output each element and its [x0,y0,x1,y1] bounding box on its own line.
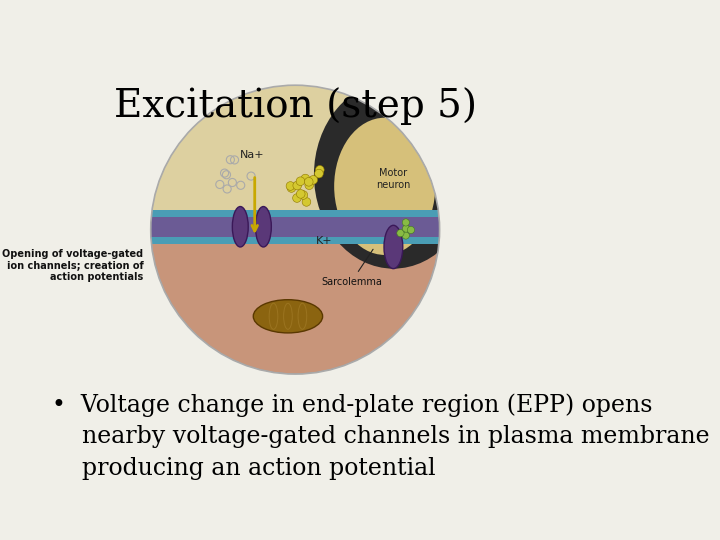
Circle shape [286,181,294,190]
Circle shape [296,177,305,186]
Ellipse shape [384,225,402,268]
Circle shape [299,191,307,199]
Text: Na+: Na+ [240,150,264,159]
Ellipse shape [314,81,473,268]
Circle shape [402,232,410,239]
Text: Opening of voltage-gated
ion channels; creation of
action potentials: Opening of voltage-gated ion channels; c… [2,249,143,282]
Ellipse shape [334,118,436,255]
Circle shape [297,190,305,198]
Circle shape [293,181,302,190]
Circle shape [302,198,311,206]
Ellipse shape [233,206,248,247]
Text: nearby voltage-gated channels in plasma membrane: nearby voltage-gated channels in plasma … [52,425,709,448]
Circle shape [309,176,318,184]
Bar [150,210,440,217]
Circle shape [402,225,410,232]
Text: •  Voltage change in end-plate region (EPP) opens: • Voltage change in end-plate region (EP… [52,393,652,417]
Ellipse shape [256,206,271,247]
Bar [150,217,440,237]
Bar [150,237,440,244]
Circle shape [408,226,415,234]
Circle shape [305,178,313,186]
Circle shape [402,219,410,226]
Ellipse shape [253,300,323,333]
Circle shape [315,165,324,174]
Circle shape [301,174,310,183]
Text: Motor
neuron: Motor neuron [376,168,410,190]
Circle shape [287,184,296,192]
Ellipse shape [150,85,440,374]
Circle shape [397,230,404,237]
Ellipse shape [150,85,440,374]
Circle shape [315,169,323,178]
Text: Excitation (step 5): Excitation (step 5) [114,87,477,125]
Wedge shape [150,85,440,230]
Circle shape [292,194,301,202]
Text: producing an action potential: producing an action potential [52,457,435,480]
Circle shape [305,181,313,190]
Text: Sarcolemma: Sarcolemma [321,249,382,287]
Text: K+: K+ [316,236,333,246]
